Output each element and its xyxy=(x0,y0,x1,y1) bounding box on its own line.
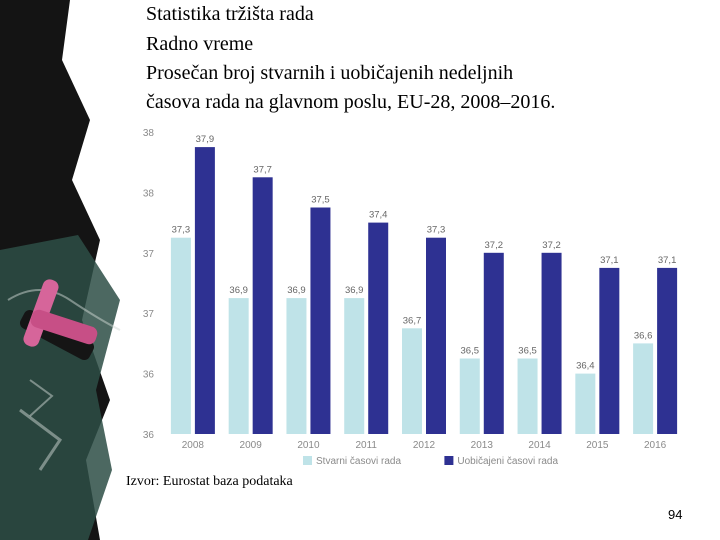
y-tick-label: 37 xyxy=(143,249,155,260)
bar-actual xyxy=(286,298,307,434)
data-label: 37,5 xyxy=(311,195,330,206)
bar-usual xyxy=(483,252,504,434)
y-tick-label: 36 xyxy=(143,430,155,441)
legend-swatch xyxy=(444,456,454,465)
data-label: 37,3 xyxy=(427,225,446,236)
data-label: 37,2 xyxy=(485,240,504,251)
data-label: 36,5 xyxy=(461,346,480,357)
data-label: 37,9 xyxy=(196,134,215,145)
y-tick-label: 37 xyxy=(143,309,155,320)
data-label: 37,7 xyxy=(253,164,272,175)
chalkboard-decoration xyxy=(0,0,130,540)
x-tick-label: 2009 xyxy=(240,440,263,451)
data-label: 36,7 xyxy=(403,315,422,326)
legend-swatch xyxy=(303,456,312,465)
bar-actual xyxy=(633,343,654,434)
x-tick-label: 2014 xyxy=(528,440,551,451)
bar-actual xyxy=(459,358,480,434)
data-label: 37,3 xyxy=(172,225,191,236)
x-tick-label: 2015 xyxy=(586,440,609,451)
data-label: 36,9 xyxy=(287,285,306,296)
x-tick-label: 2013 xyxy=(471,440,494,451)
bar-usual xyxy=(368,222,389,434)
x-tick-label: 2008 xyxy=(182,440,205,451)
legend-label: Uobičajeni časovi rada xyxy=(457,456,558,467)
bar-actual xyxy=(517,358,538,434)
data-label: 37,4 xyxy=(369,210,388,221)
data-label: 36,5 xyxy=(518,346,537,357)
y-tick-label: 38 xyxy=(143,128,155,139)
bar-actual xyxy=(344,298,365,434)
bar-usual xyxy=(657,267,678,434)
data-label: 36,9 xyxy=(345,285,364,296)
bar-usual xyxy=(252,177,273,435)
slide-title-line-2: Radno vreme xyxy=(146,33,254,55)
y-tick-label: 36 xyxy=(143,370,155,381)
bar-usual xyxy=(426,237,446,434)
x-tick-label: 2010 xyxy=(297,440,320,451)
x-tick-label: 2016 xyxy=(644,440,667,451)
bar-actual xyxy=(228,298,249,434)
slide-title-line-1: Statistika tržišta rada xyxy=(146,3,314,25)
data-label: 37,2 xyxy=(542,240,561,251)
bar-actual xyxy=(575,373,596,434)
data-label: 36,4 xyxy=(576,361,595,372)
slide-title-line-4: časova rada na glavnom poslu, EU-28, 200… xyxy=(146,91,556,113)
legend-label: Stvarni časovi rada xyxy=(316,456,401,467)
bar-actual xyxy=(402,328,422,434)
slide-title-line-3: Prosečan broj stvarnih i uobičajenih ned… xyxy=(146,62,514,84)
y-tick-label: 38 xyxy=(143,188,155,199)
bar-usual xyxy=(194,147,215,434)
data-label: 36,6 xyxy=(634,330,653,341)
data-label: 37,1 xyxy=(600,255,619,266)
page-number: 94 xyxy=(668,507,683,522)
bar-usual xyxy=(599,267,620,434)
x-tick-label: 2011 xyxy=(355,440,377,451)
bar-chart: 38 38 37 37 36 36 37,3 37,9 2008 36,9 37,7 2009 36,9… xyxy=(143,128,678,467)
bar-usual xyxy=(310,207,331,434)
x-tick-label: 2012 xyxy=(413,440,436,451)
source-note: Izvor: Eurostat baza podataka xyxy=(126,474,293,489)
data-label: 37,1 xyxy=(658,255,677,266)
bar-usual xyxy=(541,252,562,434)
bar-actual xyxy=(170,237,191,434)
data-label: 36,9 xyxy=(229,285,248,296)
